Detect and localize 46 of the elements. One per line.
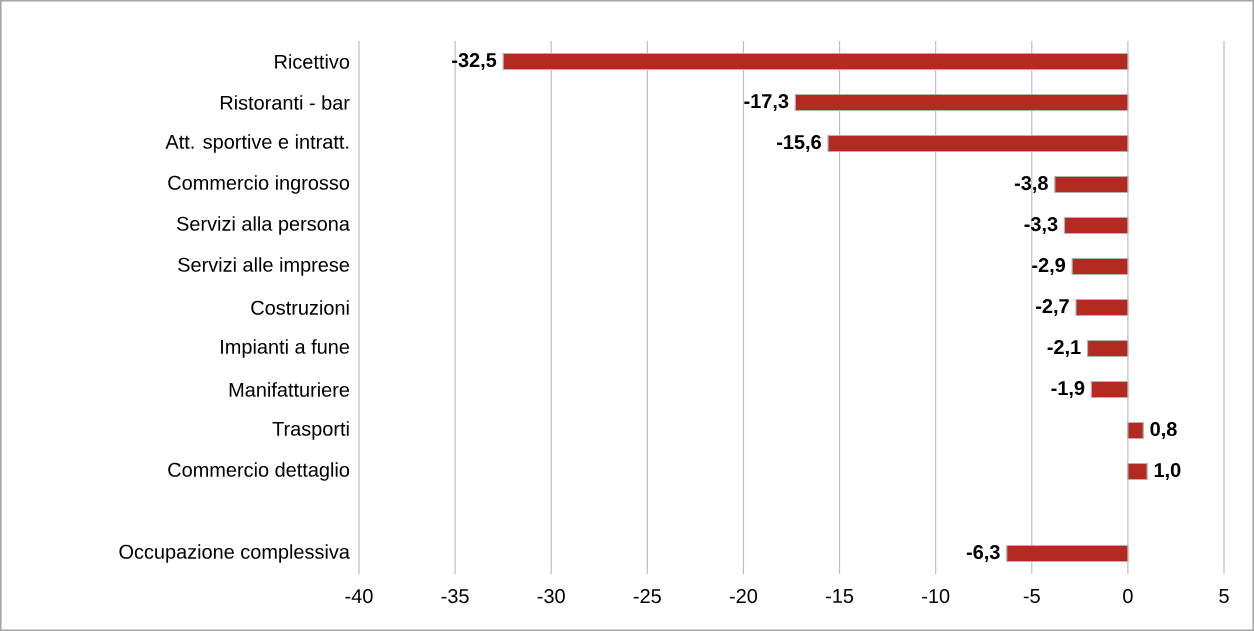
bar <box>1090 380 1129 399</box>
data-label: -3,8 <box>1014 176 1048 194</box>
bar <box>827 134 1129 153</box>
x-tick-label: -25 <box>633 589 661 604</box>
bar <box>1006 544 1129 563</box>
bar <box>1127 462 1148 481</box>
data-label: -6,3 <box>966 545 1000 563</box>
x-tick-label: -20 <box>729 589 758 604</box>
x-tick-label: -15 <box>826 589 854 603</box>
y-tick-label: Costruzioni <box>251 300 349 315</box>
y-tick-label: Ricettivo <box>275 54 350 69</box>
x-tick-label: -30 <box>537 589 565 604</box>
bar <box>1054 175 1129 194</box>
y-tick-label: Servizi alle imprese <box>178 257 350 276</box>
y-tick-label: Servizi alla persona <box>176 216 350 235</box>
data-label: -1,9 <box>1051 381 1085 399</box>
data-label: -2,9 <box>1032 258 1066 276</box>
x-tick-label: 5 <box>1219 589 1229 603</box>
bar <box>794 93 1129 112</box>
y-tick-label: Commercio dettaglio <box>168 462 350 481</box>
y-tick-label: Trasporti <box>272 421 349 440</box>
y-tick-label: Att. sportive e intratt. <box>165 134 349 153</box>
data-label: 1,0 <box>1154 463 1181 481</box>
bar <box>1127 421 1144 440</box>
y-tick-label: Manifatturiere <box>229 382 350 397</box>
data-label: -2,1 <box>1047 340 1081 358</box>
x-tick-label: -35 <box>441 589 469 604</box>
y-tick-label: Occupazione complessiva <box>119 544 350 563</box>
x-tick-label: -10 <box>922 589 950 604</box>
x-tick-label: -40 <box>345 589 373 604</box>
data-label: -2,7 <box>1036 299 1069 317</box>
bar <box>1075 298 1129 317</box>
bar <box>502 52 1129 71</box>
y-tick-label: Ristoranti - bar <box>220 95 350 110</box>
bar <box>1071 257 1129 276</box>
data-label: -15,6 <box>777 135 821 153</box>
data-label: -32,5 <box>452 53 497 71</box>
bar <box>1063 216 1129 235</box>
y-tick-label: Commercio ingrosso <box>168 175 350 194</box>
data-label: -3,3 <box>1024 217 1058 235</box>
x-tick-label: -5 <box>1023 589 1040 603</box>
data-label: 0,8 <box>1150 422 1177 440</box>
y-tick-label: Impianti a fune <box>221 339 350 358</box>
x-tick-label: 0 <box>1123 589 1133 604</box>
bar <box>1086 339 1129 358</box>
data-label: -17,3 <box>744 94 789 112</box>
